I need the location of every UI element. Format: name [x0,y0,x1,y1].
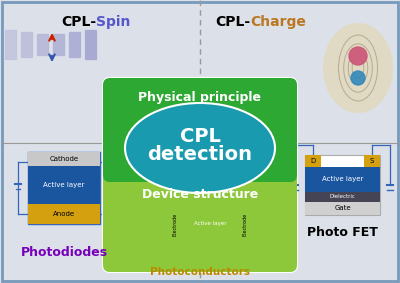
Text: CPL-: CPL- [215,15,250,29]
Bar [28,152,100,224]
Text: Spin: Spin [96,15,130,29]
FancyBboxPatch shape [69,32,81,58]
Bar [170,205,180,243]
Bar [28,166,100,204]
Text: CPL-: CPL- [61,15,96,29]
Bar [28,204,100,224]
FancyBboxPatch shape [5,30,17,60]
FancyBboxPatch shape [53,34,65,56]
Text: Device structure: Device structure [142,188,258,201]
FancyBboxPatch shape [21,32,33,58]
FancyBboxPatch shape [37,34,49,56]
Text: Photodiodes: Photodiodes [20,245,108,258]
Text: Active layer: Active layer [322,176,363,182]
Text: Dielectric: Dielectric [330,194,356,200]
Text: Charge: Charge [250,15,306,29]
Bar [305,155,321,167]
Bar [305,202,380,215]
Bar [240,205,250,243]
Text: Active layer: Active layer [43,182,85,188]
FancyBboxPatch shape [103,78,297,272]
Text: Gate: Gate [334,205,351,211]
Text: Cathode: Cathode [50,156,78,162]
Text: Electrode: Electrode [172,212,178,236]
Text: Photo FET: Photo FET [306,226,378,239]
Text: Photoconductors: Photoconductors [150,267,250,277]
Text: D: D [310,158,316,164]
Text: Anode: Anode [53,211,75,217]
Bar [180,209,240,239]
FancyBboxPatch shape [103,78,297,182]
Text: Active layer: Active layer [194,222,226,226]
Bar [305,155,380,215]
Circle shape [349,47,367,65]
Text: Electrode: Electrode [242,212,248,236]
FancyBboxPatch shape [103,153,297,272]
Text: detection: detection [148,145,252,164]
Bar [364,155,380,167]
Text: CPL: CPL [180,128,220,147]
Ellipse shape [323,23,393,113]
Bar [28,152,100,166]
Bar [305,192,380,202]
Ellipse shape [125,103,275,193]
Circle shape [351,71,365,85]
Bar [305,167,380,192]
Text: Physical principle: Physical principle [138,91,262,104]
Text: S: S [370,158,374,164]
FancyBboxPatch shape [85,30,97,60]
